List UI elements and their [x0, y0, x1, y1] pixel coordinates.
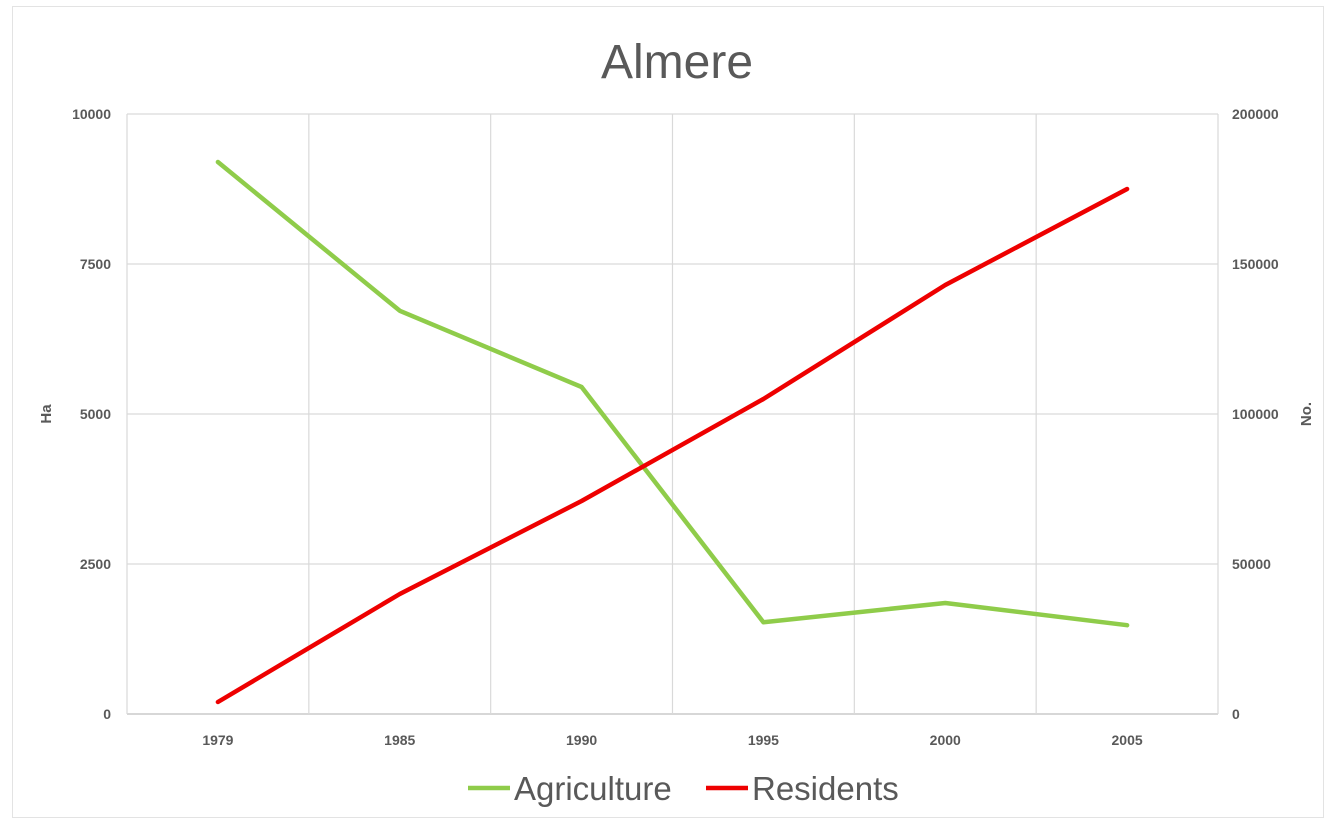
y2-tick-label: 150000: [1232, 256, 1279, 272]
chart-frame: [12, 6, 1324, 818]
y2-tick-label: 100000: [1232, 406, 1279, 422]
chart-title: Almere: [601, 36, 753, 89]
y2-axis-title: No.: [1298, 402, 1315, 426]
series-line-agriculture: [215, 159, 1130, 628]
y2-tick-label: 50000: [1232, 556, 1271, 572]
y-axis-title: Ha: [38, 404, 55, 424]
y-tick-label: 10000: [72, 106, 111, 122]
legend: Agriculture Residents: [468, 770, 899, 807]
legend-label-residents: Residents: [752, 770, 899, 807]
x-tick-label: 1990: [566, 732, 597, 748]
y-tick-label: 0: [103, 706, 111, 722]
y-tick-label: 7500: [80, 256, 111, 272]
x-tick-label: 1979: [202, 732, 233, 748]
y2-tick-label: 200000: [1232, 106, 1279, 122]
x-tick-label: 1985: [384, 732, 415, 748]
legend-label-agriculture: Agriculture: [514, 770, 672, 807]
y-tick-label: 2500: [80, 556, 111, 572]
y2-tick-label: 0: [1232, 706, 1240, 722]
x-tick-label: 2000: [930, 732, 961, 748]
tick-labels: 0250050007500100000500001000001500002000…: [72, 106, 1279, 748]
x-tick-label: 2005: [1112, 732, 1143, 748]
gridlines: [126, 113, 1219, 715]
x-tick-label: 1995: [748, 732, 779, 748]
series-lines: [215, 159, 1130, 705]
series-line-residents: [215, 186, 1130, 705]
y-tick-label: 5000: [80, 406, 111, 422]
